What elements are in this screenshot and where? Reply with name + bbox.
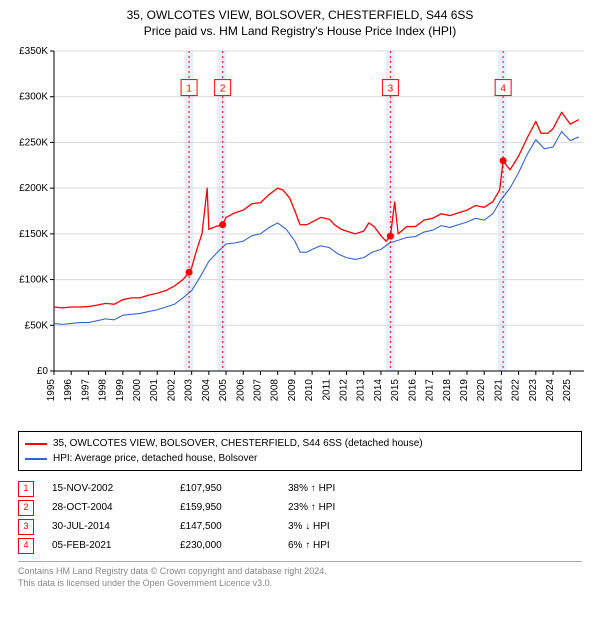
events-table: 1 15-NOV-2002 £107,950 38% ↑ HPI 2 28-OC… <box>18 479 582 555</box>
x-tick-label: 2013 <box>356 379 367 402</box>
y-tick-label: £50K <box>25 320 49 331</box>
event-price: £159,950 <box>180 498 270 517</box>
x-tick-label: 2005 <box>218 379 229 402</box>
legend-label: 35, OWLCOTES VIEW, BOLSOVER, CHESTERFIEL… <box>53 436 423 451</box>
x-tick-label: 2002 <box>166 379 177 402</box>
event-date: 15-NOV-2002 <box>52 479 162 498</box>
x-tick-label: 1996 <box>63 379 74 402</box>
y-tick-label: £200K <box>19 183 48 194</box>
page-root: 35, OWLCOTES VIEW, BOLSOVER, CHESTERFIEL… <box>0 0 600 620</box>
x-tick-label: 1999 <box>115 379 126 402</box>
x-tick-label: 2022 <box>511 379 522 402</box>
x-tick-label: 2019 <box>459 379 470 402</box>
legend-swatch <box>25 458 47 460</box>
x-tick-label: 2018 <box>442 379 453 402</box>
legend-swatch <box>25 443 47 445</box>
event-marker-box: 3 <box>18 519 34 535</box>
x-tick-label: 2003 <box>184 379 195 402</box>
x-tick-label: 2008 <box>270 379 281 402</box>
event-price: £107,950 <box>180 479 270 498</box>
event-delta: 6% ↑ HPI <box>288 536 398 555</box>
event-row: 2 28-OCT-2004 £159,950 23% ↑ HPI <box>18 498 582 517</box>
x-tick-label: 1995 <box>46 379 57 402</box>
x-tick-label: 2004 <box>201 379 212 402</box>
legend-label: HPI: Average price, detached house, Bols… <box>53 451 257 466</box>
event-marker-box: 4 <box>18 538 34 554</box>
event-row: 4 05-FEB-2021 £230,000 6% ↑ HPI <box>18 536 582 555</box>
y-tick-label: £150K <box>19 229 48 240</box>
event-date: 28-OCT-2004 <box>52 498 162 517</box>
x-tick-label: 2024 <box>545 379 556 402</box>
y-tick-label: £300K <box>19 92 48 103</box>
x-tick-label: 2014 <box>373 379 384 402</box>
x-tick-label: 2017 <box>425 379 436 402</box>
chart-marker-label: 3 <box>388 84 394 95</box>
attribution: Contains HM Land Registry data © Crown c… <box>18 561 582 589</box>
x-tick-label: 1997 <box>80 379 91 402</box>
chart-marker-label: 1 <box>186 84 192 95</box>
event-date: 05-FEB-2021 <box>52 536 162 555</box>
legend: 35, OWLCOTES VIEW, BOLSOVER, CHESTERFIEL… <box>18 431 582 471</box>
x-tick-label: 2011 <box>321 379 332 401</box>
attribution-line: This data is licensed under the Open Gov… <box>18 578 582 590</box>
x-tick-label: 2025 <box>562 379 573 402</box>
x-tick-label: 2007 <box>252 379 263 402</box>
event-row: 3 30-JUL-2014 £147,500 3% ↓ HPI <box>18 517 582 536</box>
event-date: 30-JUL-2014 <box>52 517 162 536</box>
event-delta: 38% ↑ HPI <box>288 479 398 498</box>
title-line-1: 35, OWLCOTES VIEW, BOLSOVER, CHESTERFIEL… <box>10 8 590 24</box>
event-marker-box: 2 <box>18 500 34 516</box>
legend-row: 35, OWLCOTES VIEW, BOLSOVER, CHESTERFIEL… <box>25 436 575 451</box>
attribution-line: Contains HM Land Registry data © Crown c… <box>18 566 582 578</box>
x-tick-label: 2009 <box>287 379 298 402</box>
y-tick-label: £0 <box>37 366 49 377</box>
event-delta: 23% ↑ HPI <box>288 498 398 517</box>
price-chart: £0 £50K £100K £150K £200K £250K £300K £350K 1995… <box>10 45 590 425</box>
x-tick-label: 2006 <box>235 379 246 402</box>
event-delta: 3% ↓ HPI <box>288 517 398 536</box>
event-marker-box: 1 <box>18 481 34 497</box>
title-line-2: Price paid vs. HM Land Registry's House … <box>10 24 590 40</box>
event-price: £147,500 <box>180 517 270 536</box>
event-price: £230,000 <box>180 536 270 555</box>
x-tick-label: 2001 <box>149 379 160 402</box>
y-tick-label: £250K <box>19 138 48 149</box>
x-tick-label: 2010 <box>304 379 315 402</box>
x-tick-label: 1998 <box>98 379 109 402</box>
y-tick-label: £100K <box>19 275 48 286</box>
y-tick-label: £350K <box>19 46 48 57</box>
chart-marker-label: 4 <box>500 84 506 95</box>
x-tick-label: 2021 <box>493 379 504 402</box>
event-row: 1 15-NOV-2002 £107,950 38% ↑ HPI <box>18 479 582 498</box>
x-tick-label: 2015 <box>390 379 401 402</box>
x-tick-label: 2012 <box>339 379 350 402</box>
legend-row: HPI: Average price, detached house, Bols… <box>25 451 575 466</box>
x-tick-label: 2000 <box>132 379 143 402</box>
chart-marker-label: 2 <box>220 84 226 95</box>
x-tick-label: 2016 <box>407 379 418 402</box>
x-tick-label: 2023 <box>528 379 539 402</box>
x-tick-label: 2020 <box>476 379 487 402</box>
